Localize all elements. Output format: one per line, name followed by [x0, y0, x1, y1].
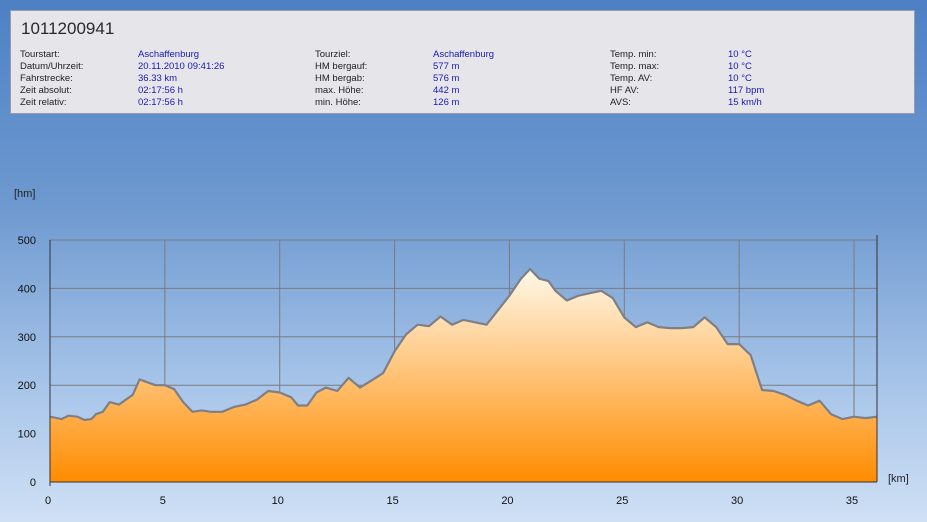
info-label-tourziel: Tourziel:: [315, 49, 351, 60]
x-tick-label-6: 30: [731, 495, 743, 507]
info-value-datum: 20.11.2010 09:41:26: [138, 61, 225, 72]
y-tick-label-3: 300: [18, 332, 36, 344]
y-tick-label-1: 100: [18, 429, 36, 441]
y-tick-label-2: 200: [18, 380, 36, 392]
info-value-min-hoehe: 126 m: [433, 97, 460, 108]
x-axis-unit-label: [km]: [888, 473, 909, 485]
tour-info-panel: 1011200941 Tourstart: Aschaffenburg Datu…: [10, 10, 915, 114]
info-label-min-hoehe: min. Höhe:: [315, 97, 361, 108]
info-label-fahrstrecke: Fahrstrecke:: [20, 73, 73, 84]
info-value-temp-min: 10 °C: [728, 49, 752, 60]
info-value-hf-av: 117 bpm: [728, 85, 765, 96]
info-label-tourstart: Tourstart:: [20, 49, 60, 60]
elevation-area: [50, 269, 877, 482]
elevation-line: [49, 267, 878, 422]
info-label-temp-av: Temp. AV:: [610, 73, 653, 84]
info-value-hm-bergauf: 577 m: [433, 61, 460, 72]
info-label-datum: Datum/Uhrzeit:: [20, 61, 84, 72]
info-label-temp-min: Temp. min:: [610, 49, 657, 60]
x-tick-label-3: 15: [386, 495, 398, 507]
info-value-zeit-absolut: 02:17:56 h: [138, 85, 183, 96]
info-label-hf-av: HF AV:: [610, 85, 640, 96]
tour-title: 1011200941: [21, 19, 115, 38]
info-label-temp-max: Temp. max:: [610, 61, 660, 72]
info-label-hm-bergauf: HM bergauf:: [315, 61, 368, 72]
info-label-avs: AVS:: [610, 97, 631, 108]
info-label-hm-bergab: HM bergab:: [315, 73, 365, 84]
x-tick-label-4: 20: [501, 495, 513, 507]
y-axis-unit-label: [hm]: [14, 188, 35, 200]
y-tick-label-4: 400: [18, 283, 36, 295]
info-value-temp-max: 10 °C: [728, 61, 752, 72]
x-tick-label-7: 35: [846, 495, 858, 507]
info-value-hm-bergab: 576 m: [433, 73, 460, 84]
info-label-max-hoehe: max. Höhe:: [315, 85, 364, 96]
tick-labels: 0 100 200 300 400 500 0 5 10 15 20 25 30 35: [18, 235, 859, 507]
axes: [49, 235, 878, 486]
info-value-fahrstrecke: 36.33 km: [138, 73, 178, 84]
info-label-zeit-absolut: Zeit absolut:: [20, 85, 72, 96]
x-tick-label-5: 25: [616, 495, 628, 507]
info-value-max-hoehe: 442 m: [433, 85, 460, 96]
x-tick-label-2: 10: [272, 495, 284, 507]
y-tick-label-0: 0: [30, 477, 36, 489]
info-value-tourstart: Aschaffenburg: [138, 49, 200, 60]
info-value-avs: 15 km/h: [728, 97, 762, 108]
info-label-zeit-relativ: Zeit relativ:: [20, 97, 67, 108]
info-value-temp-av: 10 °C: [728, 73, 752, 84]
info-value-zeit-relativ: 02:17:56 h: [138, 97, 183, 108]
x-tick-label-0: 0: [45, 495, 51, 507]
y-tick-label-5: 500: [18, 235, 36, 247]
info-value-tourziel: Aschaffenburg: [433, 49, 495, 60]
x-tick-label-1: 5: [160, 495, 166, 507]
